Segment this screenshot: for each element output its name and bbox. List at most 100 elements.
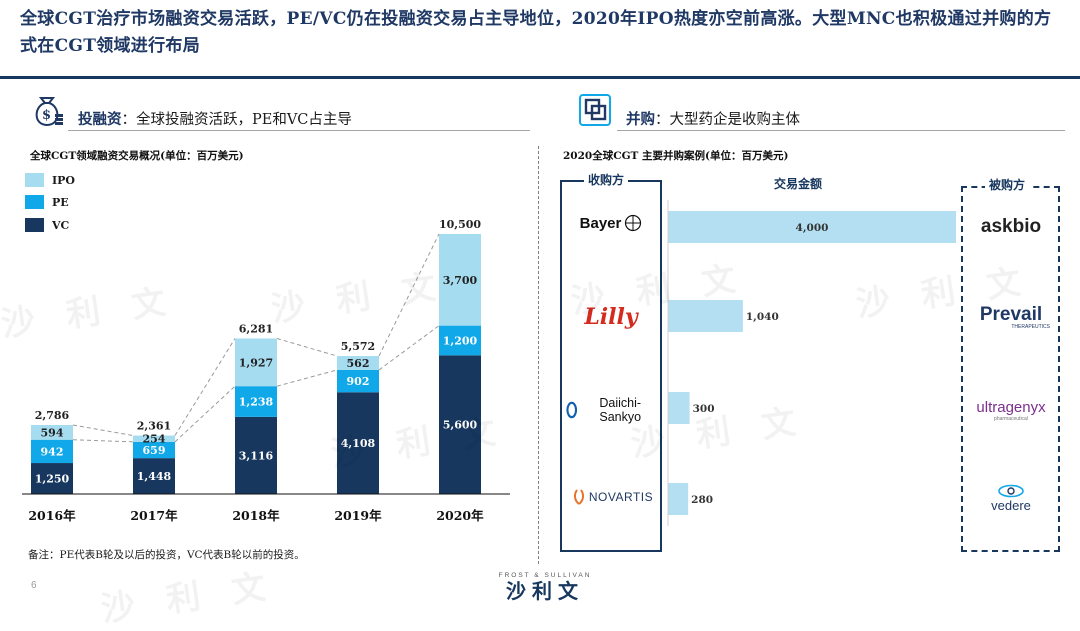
bar-value-label: 1,238 <box>239 396 274 409</box>
legend-label-vc: VC <box>52 219 70 232</box>
footer-brand-cn: 沙利文 <box>506 579 584 603</box>
acquirer-column-header: 收购方 <box>584 171 629 188</box>
legend-swatch-ipo <box>25 173 44 187</box>
bar-value-label: 254 <box>143 433 166 446</box>
bar-value-label: 562 <box>347 357 370 370</box>
bar-total-label: 2,361 <box>137 420 171 433</box>
bar-segment-ipo <box>337 356 379 370</box>
daiichi-sankyo-logo: Daiichi-Sankyo <box>566 396 660 424</box>
trend-line <box>378 325 440 371</box>
bar-segment-pe <box>439 325 481 356</box>
bar-segment-vc <box>31 463 73 494</box>
x-tick-label: 2019年 <box>334 508 382 523</box>
left-heading-rule <box>68 130 530 131</box>
merger-icon <box>577 92 613 128</box>
bar-segment-pe <box>31 439 73 464</box>
x-tick-label: 2020年 <box>436 508 484 523</box>
footnote: 备注：PE代表B轮及以后的投资，VC代表B轮以前的投资。 <box>28 549 305 561</box>
x-tick-label: 2018年 <box>232 508 280 523</box>
legend-swatch-vc <box>25 218 44 232</box>
bayer-label: Bayer <box>579 214 622 232</box>
ultragenyx-sublabel: pharmaceutical <box>994 416 1028 422</box>
right-heading-strong: 并购 <box>626 111 655 128</box>
bar-value-label: 3,116 <box>239 449 274 462</box>
deal-bar <box>668 211 956 243</box>
trend-line <box>276 337 338 357</box>
bar-total-label: 10,500 <box>439 218 481 231</box>
bar-segment-vc <box>133 458 175 494</box>
deal-value-label: 1,040 <box>746 311 779 323</box>
bar-value-label: 902 <box>347 375 370 388</box>
ultragenyx-logo: ultragenyx pharmaceutical <box>964 396 1058 426</box>
bar-value-label: 1,200 <box>443 334 478 347</box>
bar-segment-vc <box>337 392 379 494</box>
title-divider <box>0 76 1080 79</box>
lilly-logo: Lilly <box>566 300 656 334</box>
x-tick-label: 2016年 <box>28 508 76 523</box>
left-heading-strong: 投融资 <box>78 111 122 128</box>
lilly-label: Lilly <box>584 304 638 330</box>
bar-value-label: 5,600 <box>443 419 478 432</box>
bar-segment-pe <box>337 369 379 393</box>
novartis-logo: NOVARTIS <box>566 484 660 510</box>
left-section-heading: 投融资：全球投融资活跃，PE和VC占主导 <box>78 108 352 129</box>
bar-value-label: 594 <box>41 426 64 439</box>
deal-value-label: 280 <box>691 494 713 506</box>
bar-segment-ipo <box>31 425 73 440</box>
money-bag-icon: $ <box>29 92 65 128</box>
legend-label-pe: PE <box>52 196 69 209</box>
bar-total-label: 6,281 <box>239 322 273 335</box>
askbio-label: askbio <box>980 216 1042 237</box>
vedere-label: vedere <box>991 497 1031 513</box>
target-column-header: 被购方 <box>985 176 1030 193</box>
bar-value-label: 1,448 <box>137 470 172 483</box>
vedere-logo: vedere <box>964 480 1058 516</box>
bar-total-label: 2,786 <box>35 409 70 422</box>
trend-line <box>174 338 236 436</box>
deal-bar <box>668 392 690 424</box>
deal-bar <box>668 483 689 515</box>
vedere-eye-icon <box>998 484 1024 497</box>
prevail-label: Prevail <box>979 303 1043 325</box>
page-number: 6 <box>31 580 37 591</box>
daiichi-sankyo-label: Daiichi-Sankyo <box>599 396 642 424</box>
amount-column-header: 交易金额 <box>770 175 827 192</box>
footer-brand-en: FROST & SULLIVAN <box>498 572 592 579</box>
trend-line <box>72 439 134 443</box>
svg-text:$: $ <box>42 108 51 123</box>
bar-segment-vc <box>439 355 481 494</box>
right-heading-rule <box>617 130 1065 131</box>
left-chart-title: 全球CGT领域融资交易概况(单位：百万美元) <box>30 150 244 162</box>
acquisition-bar-chart: 4,000 1,040 300 280 <box>667 200 956 526</box>
askbio-logo: askbio <box>964 212 1058 242</box>
right-section-heading: 并购：大型药企是收购主体 <box>626 108 800 129</box>
trend-line <box>72 424 134 437</box>
novartis-label: NOVARTIS <box>588 490 654 504</box>
deal-value-label: 4,000 <box>796 222 829 234</box>
right-chart-title: 2020全球CGT 主要并购案例(单位：百万美元) <box>563 150 789 162</box>
prevail-logo: Prevail THERAPEUTICS <box>964 300 1058 334</box>
bar-value-label: 1,250 <box>35 473 70 486</box>
deal-value-label: 300 <box>693 403 715 415</box>
bar-value-label: 1,927 <box>239 356 273 369</box>
bar-value-label: 4,108 <box>341 437 376 450</box>
x-tick-label: 2017年 <box>130 508 178 523</box>
bar-segment-ipo <box>133 435 175 442</box>
left-heading-rest: ：全球投融资活跃，PE和VC占主导 <box>121 112 352 128</box>
trend-line <box>276 369 338 387</box>
bar-segment-ipo <box>235 338 277 387</box>
watermark: 沙 利 文 <box>98 565 279 630</box>
bar-value-label: 942 <box>41 445 64 458</box>
page-title: 全球CGT治疗市场融资交易活跃，PE/VC仍在投融资交易占主导地位，2020年I… <box>20 9 1052 56</box>
bar-total-label: 5,572 <box>341 340 375 353</box>
bayer-logo: Bayer <box>566 208 656 238</box>
bar-value-label: 659 <box>143 444 166 457</box>
bar-segment-ipo <box>439 234 481 326</box>
footer-brand: FROST & SULLIVAN 沙利文 <box>470 572 620 603</box>
legend-label-ipo: IPO <box>52 174 75 187</box>
prevail-sublabel: THERAPEUTICS <box>1011 323 1050 330</box>
ultragenyx-label: ultragenyx <box>976 399 1046 416</box>
bar-value-label: 3,700 <box>443 274 478 287</box>
deal-bar <box>668 300 743 332</box>
